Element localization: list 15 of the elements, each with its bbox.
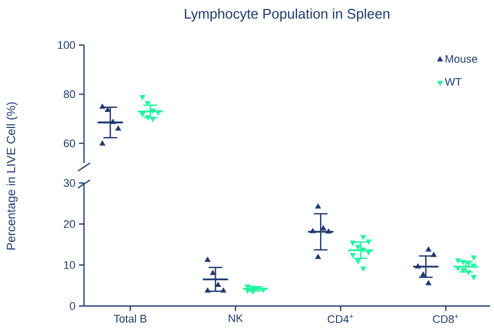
y-tick-label: 100 [58,41,76,49]
y-tick-label: 20 [64,220,76,228]
y-tick-label: 60 [64,139,76,148]
x-tick-label: Total B [114,314,146,323]
x-tick-label: CD8$^{+}$ [432,314,458,324]
chart-title: Lymphocyte Population in Spleen [184,8,390,22]
x-tick-label: NK [228,314,243,322]
legend-label: Mouse [446,55,478,63]
y-tick-label: 80 [64,90,76,98]
y-tick-label: 0 [70,302,76,310]
legend-label: WT [444,78,462,86]
y-axis-title: Percentage in LIVE Cell (%) [6,102,18,250]
y-tick-label: 10 [64,261,76,269]
x-tick-label: CD4$^{+}$ [328,314,354,324]
y-tick-label: 30 [64,179,76,187]
